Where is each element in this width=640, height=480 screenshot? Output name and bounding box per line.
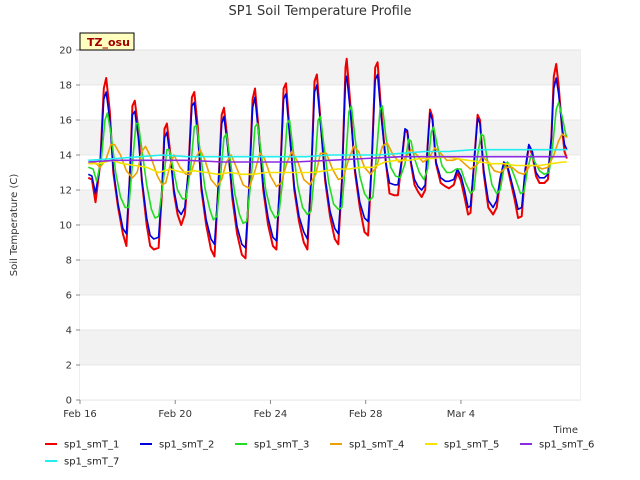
y-axis-label: Soil Temperature (C) [9, 174, 20, 277]
series-line-sp1-smt-3 [88, 101, 568, 225]
legend-label: sp1_smT_6 [539, 440, 594, 451]
series-line-sp1-smt-2 [87, 73, 568, 249]
x-tick-label: Feb 24 [254, 409, 288, 420]
tz-badge-label: TZ_osu [87, 36, 130, 49]
x-axis-label: Time [553, 425, 578, 436]
series-line-sp1-smt-1 [87, 57, 568, 260]
y-tick-label: 8 [66, 256, 72, 267]
x-tick-label: Feb 16 [63, 409, 97, 420]
series-line-sp1-smt-5 [88, 155, 567, 176]
grid-band [80, 50, 580, 85]
y-tick-label: 6 [66, 291, 72, 302]
legend-label: sp1_smT_4 [349, 440, 404, 451]
chart-title: SP1 Soil Temperature Profile [229, 4, 412, 19]
y-tick-label: 0 [66, 396, 72, 407]
y-tick-label: 2 [66, 361, 72, 372]
x-tick-label: Feb 28 [349, 409, 383, 420]
grid-band [80, 225, 580, 260]
grid-bands [80, 49, 580, 401]
grid-band [80, 85, 580, 120]
y-axis-ticks: 0 2 4 6 8 10 12 14 16 18 20 [59, 46, 80, 407]
legend-label: sp1_smT_7 [64, 457, 119, 468]
series-line-sp1-smt-7 [88, 148, 567, 162]
grid-band [80, 330, 580, 365]
legend-label: sp1_smT_3 [254, 440, 309, 451]
y-tick-label: 14 [59, 151, 72, 162]
legend-label: sp1_smT_2 [159, 440, 214, 451]
legend-label: sp1_smT_1 [64, 440, 119, 451]
y-tick-label: 4 [66, 326, 72, 337]
y-tick-label: 10 [59, 221, 72, 232]
y-tick-label: 18 [59, 81, 72, 92]
y-tick-label: 16 [59, 116, 72, 127]
tz-badge: TZ_osu [79, 32, 135, 51]
legend-label: sp1_smT_5 [444, 440, 499, 451]
x-tick-label: Mar 4 [447, 409, 475, 420]
series-line-sp1-smt-6 [88, 155, 567, 163]
series-line-sp1-smt-4 [88, 133, 568, 190]
grid-band [80, 365, 580, 400]
x-axis-ticks: Feb 16 Feb 20 Feb 24 Feb 28 Mar 4 [63, 400, 475, 420]
y-tick-label: 20 [59, 46, 72, 57]
x-tick-label: Feb 20 [158, 409, 192, 420]
grid-band [80, 295, 580, 330]
y-tick-label: 12 [59, 186, 72, 197]
legend: sp1_smT_1 sp1_smT_2 sp1_smT_3 sp1_smT_4 sp1_… [45, 440, 594, 468]
grid-band [80, 260, 580, 295]
series-lines [87, 57, 568, 260]
tz-badge-box [79, 32, 135, 51]
